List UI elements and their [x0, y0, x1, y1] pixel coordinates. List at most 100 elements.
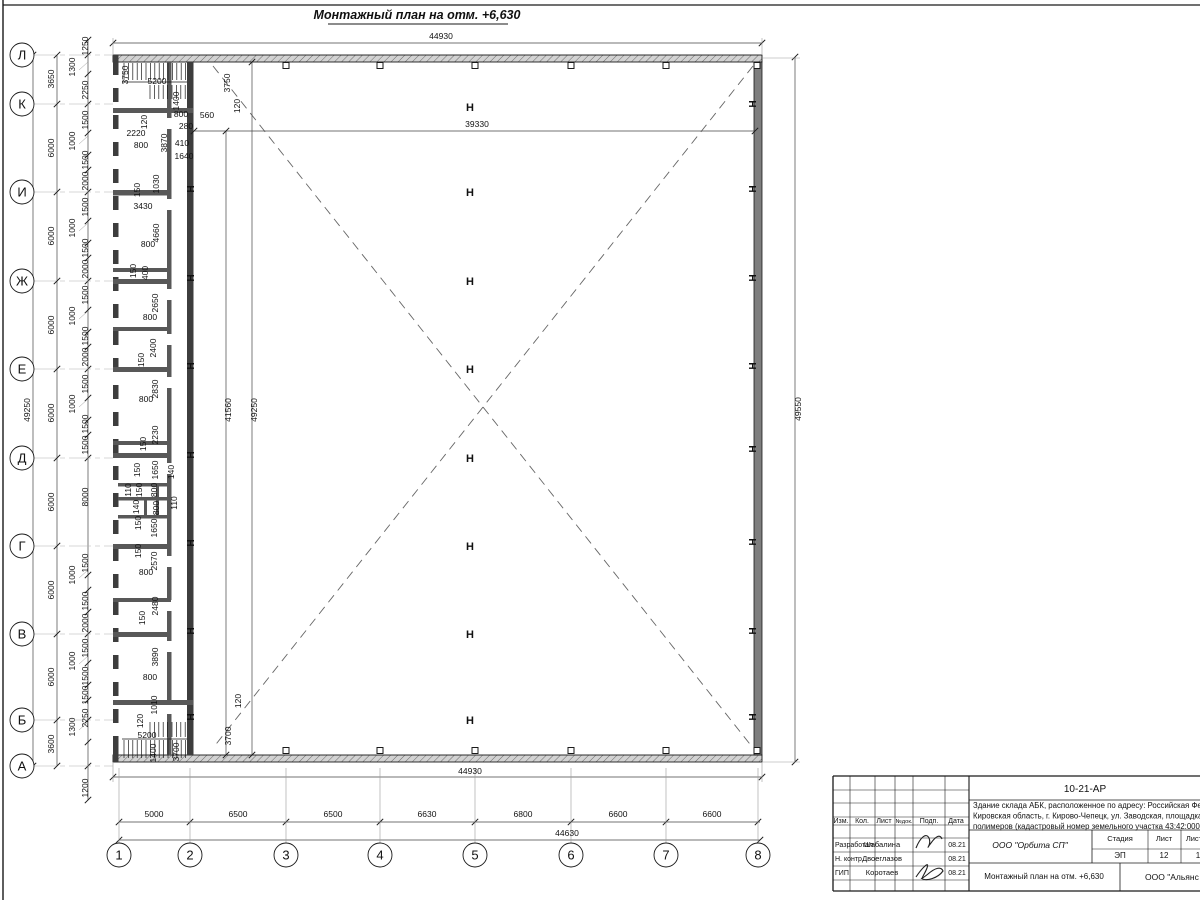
dim-tick [84, 608, 92, 616]
dim-tick [84, 571, 92, 579]
cross-partition [113, 327, 171, 331]
stage-value: ЭП [1114, 851, 1126, 860]
axis-circle [9, 42, 35, 68]
column-square [282, 747, 290, 754]
leader-line [78, 222, 89, 232]
column-mark: Н [184, 713, 195, 720]
axis-circle [273, 842, 299, 868]
door-opening [166, 199, 173, 210]
dim-tick [84, 416, 92, 424]
dim-label: 2250 [80, 708, 90, 727]
window-opening [112, 183, 120, 196]
dim-label: 150 [138, 437, 148, 451]
dim-label: 44630 [555, 828, 579, 838]
bracing-diagonal [212, 65, 754, 749]
tb-header: Изм. [834, 818, 849, 825]
bottom-wall [112, 754, 763, 763]
axis-label: Г [18, 539, 25, 554]
org2-name: ООО "Альянс [1145, 872, 1200, 882]
leader-line [78, 569, 89, 579]
dim-tick [84, 343, 92, 351]
leader-line [78, 61, 89, 71]
axis-label: 4 [376, 848, 383, 863]
dim-tick [84, 796, 92, 804]
column-square [753, 62, 761, 69]
dim-tick [84, 254, 92, 262]
cubicle-partition [156, 483, 159, 515]
dim-tick [84, 681, 92, 689]
dim-label: 3700 [171, 742, 181, 761]
dim-label: 800 [143, 672, 157, 682]
dim-label: 1500 [80, 374, 90, 393]
dim-tick [222, 127, 230, 135]
dim-label: 150 [137, 611, 147, 625]
dim-label: 6500 [324, 809, 343, 819]
cross-partition [113, 190, 171, 196]
dim-label: 800 [149, 483, 159, 497]
column-square [471, 62, 479, 69]
dim-label: 800 [134, 140, 148, 150]
corridor-partition [167, 62, 172, 755]
cross-partition [113, 108, 193, 113]
dim-label: 1500 [80, 666, 90, 685]
dim-tick [84, 239, 92, 247]
dim-tick [53, 51, 61, 59]
axis-circle [9, 707, 35, 733]
dim-tick [84, 696, 92, 704]
dim-label: 6000 [46, 667, 56, 686]
dim-label: 1650 [149, 518, 159, 537]
axis-label: 5 [471, 848, 478, 863]
tb-role: Разработал [835, 841, 873, 849]
cubicle-partition [144, 497, 147, 515]
dim-label: 2830 [150, 379, 160, 398]
dim-tick [84, 70, 92, 78]
dim-tick [84, 328, 92, 336]
column-square [567, 747, 575, 754]
dim-label: 2230 [150, 425, 160, 444]
right-wall [753, 61, 763, 756]
column-mark: Н [466, 187, 474, 199]
dim-tick [84, 151, 92, 159]
door-opening [166, 556, 173, 567]
column-square [376, 747, 384, 754]
tb-name: Шабалина [864, 840, 901, 849]
dim-label: 1000 [67, 565, 77, 584]
axis-label: И [17, 185, 26, 200]
dim-label: 8000 [80, 487, 90, 506]
window-opening [112, 480, 120, 493]
dim-label: 1200 [80, 778, 90, 797]
column-mark: Н [746, 185, 757, 192]
window-opening [112, 615, 120, 628]
dim-label: 4660 [151, 223, 161, 242]
dim-tick [53, 100, 61, 108]
cross-partition [118, 483, 171, 487]
dim-tick [791, 53, 799, 61]
window-opening [112, 399, 120, 412]
stage-value: 1 [1196, 851, 1200, 860]
window-opening [112, 426, 120, 439]
window-opening [112, 345, 120, 358]
column-mark: Н [466, 102, 474, 114]
leader-line [78, 135, 89, 145]
dim-label: 2000 [80, 613, 90, 632]
leader-line [78, 310, 89, 320]
column-square [376, 62, 384, 69]
dim-tick [248, 58, 256, 66]
dim-label: 3650 [46, 69, 56, 88]
dim-label: 49250 [22, 398, 32, 422]
column-square [567, 62, 575, 69]
cross-partition [113, 544, 171, 549]
cross-partition [118, 515, 171, 519]
title-block: 10-21-АР Здание склада АБК, расположенное… [832, 775, 1200, 892]
door-opening [166, 463, 173, 474]
axis-circle [9, 356, 35, 382]
column-mark: Н [746, 538, 757, 545]
project-description: полимеров (кадастровый номер земельного … [973, 822, 1200, 831]
dim-label: 1500 [80, 414, 90, 433]
window-opening [112, 291, 120, 304]
axis-label: 7 [662, 848, 669, 863]
dim-label: 39330 [465, 119, 489, 129]
axis-label: А [18, 759, 27, 774]
dim-label: 280 [179, 121, 193, 131]
stage-header: Листов [1186, 834, 1200, 843]
